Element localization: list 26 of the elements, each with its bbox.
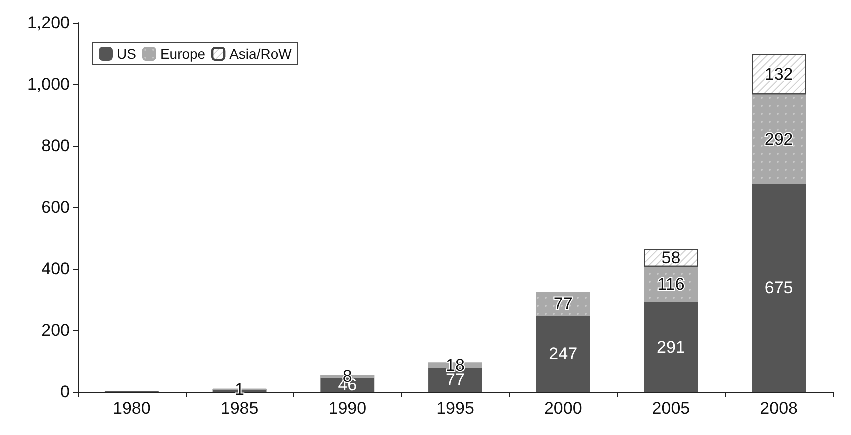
data-label: 132 bbox=[764, 64, 794, 84]
x-tick-label: 1995 bbox=[436, 399, 474, 418]
y-tick-label: 1,200 bbox=[27, 14, 70, 32]
x-tick-label: 1980 bbox=[113, 399, 151, 418]
legend-label: Asia/RoW bbox=[230, 46, 293, 62]
x-tick-label: 2000 bbox=[544, 399, 582, 418]
data-label: 58 bbox=[662, 248, 681, 268]
data-label: 77 bbox=[554, 294, 573, 314]
legend-label: Europe bbox=[160, 46, 206, 62]
legend-label: US bbox=[117, 46, 136, 62]
y-tick-label: 600 bbox=[42, 198, 70, 217]
data-label: 291 bbox=[657, 338, 686, 357]
x-tick-label: 2005 bbox=[652, 399, 690, 418]
data-label: 77 bbox=[446, 370, 465, 390]
data-label: 247 bbox=[549, 344, 578, 364]
y-tick-label: 400 bbox=[42, 260, 70, 278]
data-label: 675 bbox=[764, 278, 794, 298]
data-label: 116 bbox=[658, 275, 685, 294]
y-tick-label: 800 bbox=[42, 136, 70, 156]
y-tick-label: 1,000 bbox=[27, 75, 70, 94]
x-tick-label: 1985 bbox=[220, 399, 259, 418]
x-tick-label: 2008 bbox=[760, 399, 798, 418]
y-tick-label: 200 bbox=[42, 321, 70, 340]
y-tick-label: 0 bbox=[60, 382, 70, 402]
x-tick-label: 1990 bbox=[328, 399, 367, 418]
data-label: 292 bbox=[764, 130, 794, 150]
